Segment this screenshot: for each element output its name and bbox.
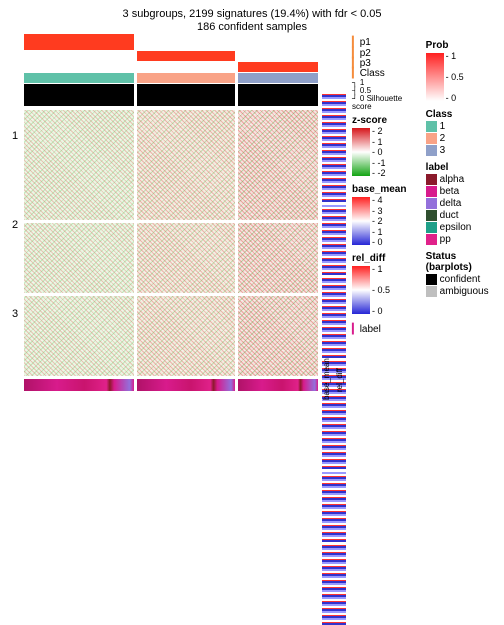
heatmap-row-group [24,296,318,376]
track-label: ▎p3 [352,58,416,68]
title-line-1: 3 subgroups, 2199 signatures (19.4%) wit… [8,8,496,20]
heatmap-panel [24,296,134,376]
row-annotation-strips [322,92,346,358]
track-labels: ▎p1▎p2▎p3▎Class┐ 1┤ 0.5┘ 0 Silhouette sc… [352,34,416,393]
label-track-seg [137,379,235,391]
heatmap-body [24,110,318,376]
label-track-label: ▎label [352,324,416,335]
bottom-label-track [24,379,318,391]
p-track [24,51,318,61]
track-label: ▎p1 [352,37,416,48]
heatmap-panel [238,223,318,293]
heatmap-panel [137,223,235,293]
row-group-label: 1 [12,92,18,181]
heatmap-panel [238,110,318,220]
row-group-labels: 123 [8,92,22,358]
heatmap-row-group [24,110,318,220]
silhouette-track [24,84,318,106]
label-track-seg [24,379,134,391]
silhouette-axis: ┐ 1┤ 0.5┘ 0 Silhouette score [352,79,416,103]
legend-Class: Class123 [426,109,496,156]
side-track-label: rel_diff [335,360,347,400]
heatmap-panel [137,296,235,376]
figure: 123 base_meanrel_diff ▎p1▎p2▎p3▎Class┐ 1… [8,34,496,393]
heatmap-row-group [24,223,318,293]
legends: Prob- 1- 0.5- 0 Class123 labelalphabetadel… [426,34,496,393]
legend-label: labelalphabetadeltaductepsilonpp [426,162,496,245]
heatmap-panel [24,110,134,220]
row-group-label: 2 [12,181,18,270]
side-track-label: base_mean [322,360,334,400]
colorbar-rel_diff: rel_diff- 1- 0.5- 0 [352,253,416,316]
heatmap-column [24,34,318,393]
class-track [24,73,318,83]
heatmap-panel [238,296,318,376]
label-track-seg [238,379,318,391]
row-annot-base_mean [322,92,346,358]
colorbar-base_mean: base_mean- 4- 3- 2- 1- 0 [352,184,416,247]
row-group-label: 3 [12,269,18,358]
colorbar-z-score: z-score- 2- 1- 0- -1- -2 [352,115,416,178]
p-track [24,34,318,50]
heatmap-panel [24,223,134,293]
colorbar-Prob: Prob- 1- 0.5- 0 [426,40,496,103]
legend-Status (barplots): Status (barplots)confidentambiguous [426,251,496,297]
p-track [24,62,318,72]
track-label: ▎p2 [352,48,416,58]
heatmap-panel [137,110,235,220]
top-annotation-tracks [24,34,318,106]
title-line-2: 186 confident samples [8,21,496,33]
